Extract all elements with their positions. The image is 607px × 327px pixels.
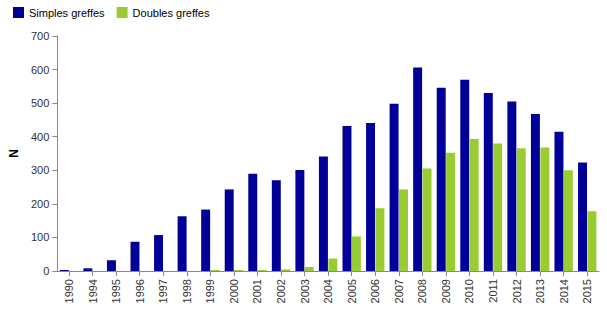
- svg-text:2011: 2011: [487, 279, 499, 303]
- svg-text:Doubles greffes: Doubles greffes: [133, 7, 210, 19]
- svg-text:400: 400: [31, 131, 49, 143]
- svg-text:1999: 1999: [204, 279, 216, 303]
- svg-text:Simples greffes: Simples greffes: [29, 7, 105, 19]
- svg-text:2004: 2004: [322, 279, 334, 303]
- svg-text:1995: 1995: [110, 279, 122, 303]
- svg-text:1996: 1996: [134, 279, 146, 303]
- svg-text:700: 700: [31, 30, 49, 42]
- svg-text:300: 300: [31, 164, 49, 176]
- svg-text:2015: 2015: [581, 279, 593, 303]
- svg-text:2013: 2013: [534, 279, 546, 303]
- svg-text:2014: 2014: [558, 279, 570, 303]
- svg-text:1994: 1994: [87, 279, 99, 303]
- svg-text:2001: 2001: [251, 279, 263, 303]
- svg-text:2005: 2005: [346, 279, 358, 303]
- svg-text:2010: 2010: [463, 279, 475, 303]
- svg-text:0: 0: [43, 265, 49, 277]
- svg-text:2012: 2012: [511, 279, 523, 303]
- svg-text:2008: 2008: [416, 279, 428, 303]
- svg-text:2006: 2006: [369, 279, 381, 303]
- svg-text:2009: 2009: [440, 279, 452, 303]
- svg-text:2003: 2003: [299, 279, 311, 303]
- svg-text:N: N: [7, 149, 21, 158]
- svg-text:1990: 1990: [63, 279, 75, 303]
- svg-text:2007: 2007: [393, 279, 405, 303]
- svg-text:2000: 2000: [228, 279, 240, 303]
- svg-text:200: 200: [31, 198, 49, 210]
- svg-text:1997: 1997: [157, 279, 169, 303]
- svg-text:100: 100: [31, 231, 49, 243]
- svg-text:500: 500: [31, 97, 49, 109]
- svg-text:1998: 1998: [181, 279, 193, 303]
- svg-text:600: 600: [31, 64, 49, 76]
- svg-text:2002: 2002: [275, 279, 287, 303]
